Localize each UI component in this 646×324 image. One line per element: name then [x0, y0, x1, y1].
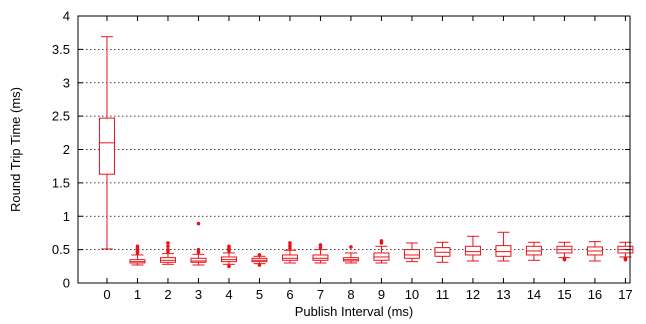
x-tick-label: 3: [195, 287, 202, 302]
outlier-point: [136, 244, 140, 248]
x-tick-label: 0: [103, 287, 110, 302]
x-tick-label: 9: [378, 287, 385, 302]
box-12: [465, 236, 480, 261]
box-11: [435, 242, 450, 262]
y-tick-label: 1.5: [52, 175, 70, 190]
y-tick-label: 1: [63, 209, 70, 224]
outlier-point: [197, 222, 201, 226]
box-14: [526, 242, 541, 260]
x-tick-label: 2: [164, 287, 171, 302]
x-tick-label: 11: [436, 287, 450, 302]
x-tick-label: 13: [496, 287, 510, 302]
y-tick-label: 3.5: [52, 42, 70, 57]
y-tick-label: 0.5: [52, 242, 70, 257]
box-13: [496, 232, 511, 261]
x-tick-label: 17: [618, 287, 632, 302]
y-axis-title: Round Trip Time (ms): [8, 87, 23, 212]
box-17: [618, 242, 633, 261]
box-iqr: [404, 250, 419, 259]
x-tick-label: 1: [134, 287, 141, 302]
y-tick-label: 2.5: [52, 109, 70, 124]
box-3: [191, 222, 206, 265]
outlier-point: [197, 248, 201, 252]
box-iqr: [191, 258, 206, 262]
y-tick-label: 4: [63, 9, 70, 24]
outlier-point: [166, 248, 170, 252]
outlier-point: [166, 244, 170, 248]
x-tick-label: 8: [347, 287, 354, 302]
outlier-point: [288, 241, 292, 245]
outlier-point: [349, 245, 353, 249]
y-tick-label: 3: [63, 75, 70, 90]
box-9: [374, 239, 389, 263]
y-tick-label: 0: [63, 276, 70, 291]
box-iqr: [99, 118, 114, 174]
outlier-point: [227, 244, 231, 248]
box-iqr: [282, 255, 297, 260]
grid-lines: [78, 49, 630, 249]
box-6: [282, 241, 297, 263]
outlier-point: [624, 257, 628, 261]
box-7: [313, 243, 328, 263]
x-axis-title: Publish Interval (ms): [295, 304, 413, 319]
box-2: [160, 241, 175, 264]
box-10: [404, 243, 419, 262]
box-5: [252, 253, 267, 267]
box-15: [557, 242, 572, 261]
x-tick-label: 10: [405, 287, 419, 302]
box-1: [130, 244, 145, 264]
x-tick-label: 6: [286, 287, 293, 302]
outlier-point: [258, 263, 262, 267]
x-axis: 0 1 2 3 4 5 6 7 8 9 10 11 12 13 14 15 16 17: [103, 16, 632, 302]
outlier-point: [166, 241, 170, 245]
x-tick-label: 5: [256, 287, 263, 302]
y-tick-label: 2: [63, 142, 70, 157]
box-0: [99, 37, 114, 249]
x-tick-label: 4: [225, 287, 232, 302]
box-iqr: [496, 246, 511, 257]
x-tick-label: 16: [588, 287, 602, 302]
box-8: [343, 245, 358, 263]
outlier-point: [319, 243, 323, 247]
box-iqr: [465, 246, 480, 255]
outlier-point: [227, 265, 231, 269]
x-tick-label: 12: [466, 287, 480, 302]
x-tick-label: 15: [557, 287, 571, 302]
outlier-point: [258, 253, 262, 257]
box-series: [99, 37, 632, 268]
x-tick-label: 7: [317, 287, 324, 302]
outlier-point: [380, 239, 384, 243]
outlier-point: [563, 257, 567, 261]
x-tick-label: 14: [527, 287, 541, 302]
box-4: [221, 244, 236, 268]
box-16: [587, 242, 602, 261]
box-iqr: [313, 255, 328, 260]
